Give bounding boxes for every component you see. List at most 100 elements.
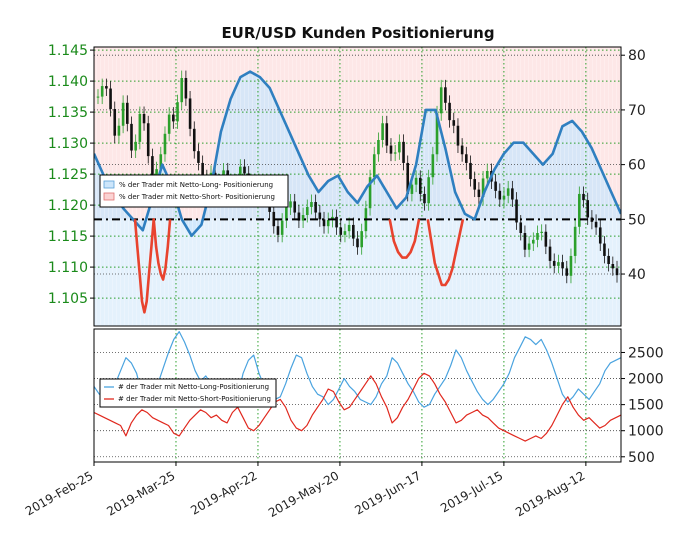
top-legend: % der Trader mit Netto-Long- Positionier… bbox=[99, 174, 289, 208]
candle-body-53 bbox=[318, 212, 322, 220]
candle-body-113 bbox=[569, 255, 573, 276]
candle-body-117 bbox=[586, 200, 590, 218]
candle-body-98 bbox=[506, 188, 510, 196]
candle-body-7 bbox=[125, 102, 129, 124]
candle-body-69 bbox=[385, 123, 389, 146]
candle-body-84 bbox=[448, 102, 451, 121]
candle-body-106 bbox=[540, 231, 543, 233]
candle-body-116 bbox=[582, 193, 585, 201]
candle-body-3 bbox=[109, 88, 112, 109]
bottom-legend: # der Trader mit Netto-Long-Positionieru… bbox=[99, 378, 277, 408]
legend-long-count-label: # der Trader mit Netto-Long-Positionieru… bbox=[118, 383, 269, 391]
candle-body-100 bbox=[515, 199, 518, 223]
candle-body-49 bbox=[301, 215, 305, 221]
candle-body-44 bbox=[280, 220, 284, 235]
candle-body-72 bbox=[398, 141, 401, 153]
candle-body-5 bbox=[117, 125, 121, 136]
candle-body-107 bbox=[544, 231, 548, 247]
left-tick-label-3: 1.130 bbox=[48, 136, 88, 152]
candle-body-25 bbox=[201, 162, 204, 178]
candle-body-96 bbox=[498, 190, 502, 200]
candle-body-66 bbox=[372, 154, 376, 178]
candle-body-19 bbox=[176, 102, 179, 122]
candle-body-110 bbox=[557, 262, 560, 266]
candle-body-4 bbox=[113, 109, 117, 136]
x-tick-label-2: 2019-Apr-22 bbox=[188, 468, 259, 517]
candle-body-62 bbox=[356, 238, 359, 248]
legend-long-label: % der Trader mit Netto-Long- Positionier… bbox=[119, 181, 273, 189]
candle-body-48 bbox=[297, 212, 301, 221]
candle-body-77 bbox=[418, 177, 422, 194]
candle-body-91 bbox=[477, 189, 481, 198]
candle-body-88 bbox=[465, 154, 468, 163]
bottom-right-tick-label-1: 2000 bbox=[628, 372, 664, 388]
candle-body-21 bbox=[184, 78, 188, 99]
candle-body-99 bbox=[511, 188, 514, 200]
candle-body-119 bbox=[594, 221, 598, 228]
candle-body-68 bbox=[381, 123, 384, 140]
candle-body-65 bbox=[368, 177, 372, 209]
candle-body-63 bbox=[360, 231, 363, 248]
candle-body-43 bbox=[276, 226, 280, 235]
candle-body-95 bbox=[494, 181, 497, 191]
candle-body-42 bbox=[272, 211, 276, 227]
candle-body-46 bbox=[289, 201, 292, 208]
candle-body-124 bbox=[615, 268, 619, 276]
left-tick-label-7: 1.110 bbox=[48, 260, 88, 276]
candle-body-93 bbox=[485, 171, 489, 179]
candle-body-89 bbox=[469, 162, 472, 180]
bottom-right-tick-label-4: 500 bbox=[628, 450, 655, 466]
legend-short-swatch bbox=[103, 192, 115, 201]
x-tick-label-4: 2019-Jun-17 bbox=[352, 468, 423, 517]
x-tick-label-0: 2019-Feb-25 bbox=[23, 468, 96, 518]
left-tick-label-5: 1.120 bbox=[48, 198, 88, 214]
left-tick-label-1: 1.140 bbox=[48, 74, 88, 90]
candle-body-122 bbox=[607, 255, 610, 264]
candle-body-9 bbox=[134, 141, 137, 151]
candle-body-12 bbox=[146, 123, 150, 157]
candle-body-80 bbox=[431, 154, 435, 178]
candle-body-74 bbox=[406, 162, 410, 194]
candle-body-109 bbox=[552, 260, 556, 266]
candle-body-6 bbox=[121, 102, 125, 126]
candle-body-90 bbox=[473, 179, 476, 190]
candle-body-115 bbox=[578, 193, 581, 227]
candle-body-85 bbox=[452, 120, 456, 126]
legend-long-swatch bbox=[103, 180, 115, 189]
candle-body-121 bbox=[603, 243, 606, 256]
candle-body-120 bbox=[598, 227, 602, 244]
candle-body-75 bbox=[410, 184, 414, 194]
candle-body-114 bbox=[573, 226, 577, 256]
candle-body-20 bbox=[180, 78, 184, 103]
chart-title: EUR/USD Kunden Positionierung bbox=[221, 24, 494, 42]
right-tick-label-1: 70 bbox=[628, 103, 646, 119]
candle-body-97 bbox=[502, 195, 506, 200]
bottom-right-tick-label-0: 2500 bbox=[628, 345, 664, 361]
left-tick-label-6: 1.115 bbox=[48, 229, 88, 245]
candle-body-57 bbox=[335, 216, 338, 228]
candle-body-103 bbox=[527, 243, 531, 250]
candle-body-51 bbox=[310, 202, 313, 207]
left-tick-label-0: 1.145 bbox=[48, 43, 88, 59]
candle-body-112 bbox=[565, 268, 569, 276]
sentiment-long-line bbox=[94, 70, 621, 237]
candle-body-92 bbox=[481, 178, 485, 198]
candle-body-22 bbox=[188, 98, 192, 129]
candle-body-102 bbox=[523, 233, 527, 250]
candle-body-123 bbox=[611, 264, 615, 269]
candle-body-8 bbox=[130, 123, 133, 151]
right-tick-label-3: 50 bbox=[628, 212, 646, 228]
candle-body-54 bbox=[322, 219, 326, 227]
candle-body-82 bbox=[439, 87, 443, 114]
top-plot-frame bbox=[93, 46, 622, 327]
candle-body-104 bbox=[531, 239, 535, 244]
bottom-right-tick-label-2: 1500 bbox=[628, 398, 664, 414]
left-tick-label-2: 1.135 bbox=[48, 105, 88, 121]
candle-body-73 bbox=[402, 141, 405, 163]
candle-body-111 bbox=[561, 262, 564, 269]
candle-body-87 bbox=[460, 145, 464, 155]
candle-body-70 bbox=[389, 145, 393, 154]
candle-body-18 bbox=[172, 114, 175, 122]
candle-body-60 bbox=[347, 224, 351, 232]
